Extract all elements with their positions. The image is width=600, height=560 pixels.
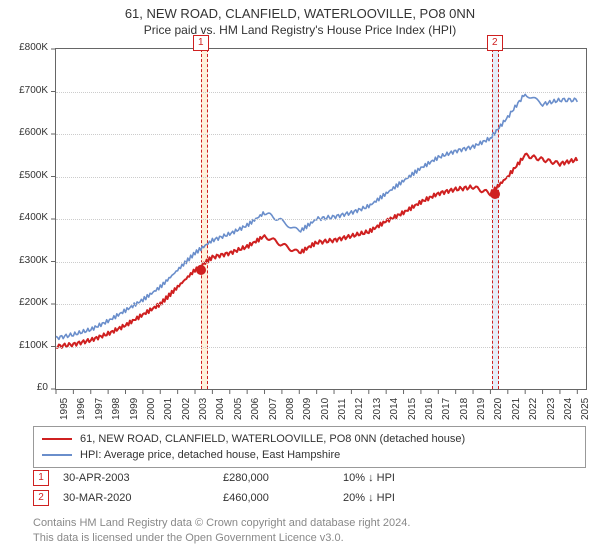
footer-line-2: This data is licensed under the Open Gov… [33,531,568,546]
x-tick-label: 2023 [546,398,557,420]
legend-row-property: 61, NEW ROAD, CLANFIELD, WATERLOOVILLE, … [42,431,577,447]
x-tick-label: 1999 [129,398,140,420]
x-tick-label: 2009 [302,398,313,420]
x-tick-label: 2006 [250,398,261,420]
event-date: 30-APR-2003 [63,472,223,484]
sale-event-row: 1 30-APR-2003£280,00010% ↓ HPI [33,468,568,488]
legend-swatch-hpi [42,454,72,456]
x-tick-label: 2013 [372,398,383,420]
root: 61, NEW ROAD, CLANFIELD, WATERLOOVILLE, … [0,0,600,560]
gridline-h [56,304,586,305]
footer: Contains HM Land Registry data © Crown c… [33,516,568,546]
x-tick-label: 1996 [76,398,87,420]
event-marker-dot [196,265,206,275]
x-tick-label: 2015 [407,398,418,420]
series-property-line [56,154,577,348]
footer-line-1: Contains HM Land Registry data © Crown c… [33,516,568,531]
legend: 61, NEW ROAD, CLANFIELD, WATERLOOVILLE, … [33,426,586,468]
event-marker-box: 1 [193,35,209,51]
x-tick-label: 2016 [424,398,435,420]
gridline-h [56,347,586,348]
x-tick-label: 1995 [59,398,70,420]
series-hpi-line [56,94,577,339]
x-tick-label: 2021 [511,398,522,420]
legend-label-hpi: HPI: Average price, detached house, East… [80,447,340,463]
event-id-box: 2 [33,490,49,506]
x-tick-label: 2008 [285,398,296,420]
x-tick-label: 2004 [215,398,226,420]
gridline-h [56,177,586,178]
x-tick-label: 2007 [268,398,279,420]
x-tick-label: 2000 [146,398,157,420]
event-delta-vs-hpi: 20% ↓ HPI [343,492,463,504]
x-tick-label: 2025 [580,398,591,420]
x-tick-label: 2003 [198,398,209,420]
x-tick-label: 2019 [476,398,487,420]
x-tick-label: 2018 [459,398,470,420]
x-tick-label: 2001 [163,398,174,420]
y-tick-label: £500K [19,170,48,181]
x-tick-label: 2020 [493,398,504,420]
legend-row-hpi: HPI: Average price, detached house, East… [42,447,577,463]
event-marker-dot [490,189,500,199]
y-tick-label: £200K [19,297,48,308]
x-tick-label: 1997 [94,398,105,420]
y-tick-label: £800K [19,42,48,53]
legend-label-property: 61, NEW ROAD, CLANFIELD, WATERLOOVILLE, … [80,431,465,447]
chart-title: 61, NEW ROAD, CLANFIELD, WATERLOOVILLE, … [0,0,600,21]
event-date: 30-MAR-2020 [63,492,223,504]
y-tick-label: £700K [19,85,48,96]
x-tick-label: 2022 [528,398,539,420]
event-delta-vs-hpi: 10% ↓ HPI [343,472,463,484]
y-tick-label: £100K [19,340,48,351]
legend-swatch-property [42,438,72,440]
y-tick-label: £400K [19,212,48,223]
y-tick-label: £0 [37,382,48,393]
x-tick-label: 2010 [320,398,331,420]
sale-event-row: 2 30-MAR-2020£460,00020% ↓ HPI [33,488,568,508]
y-tick-label: £300K [19,255,48,266]
x-tick-label: 2011 [337,398,348,420]
x-tick-label: 1998 [111,398,122,420]
gridline-h [56,219,586,220]
chart-subtitle: Price paid vs. HM Land Registry's House … [0,21,600,37]
event-price: £460,000 [223,492,343,504]
x-tick-label: 2017 [441,398,452,420]
event-marker-box: 2 [487,35,503,51]
event-price: £280,000 [223,472,343,484]
x-tick-label: 2014 [389,398,400,420]
gridline-h [56,262,586,263]
sale-events-table: 1 30-APR-2003£280,00010% ↓ HPI 2 30-MAR-202… [33,468,568,508]
event-id-box: 1 [33,470,49,486]
x-tick-label: 2024 [563,398,574,420]
gridline-h [56,134,586,135]
x-tick-label: 2012 [354,398,365,420]
y-tick-label: £600K [19,127,48,138]
gridline-h [56,92,586,93]
x-tick-label: 2005 [233,398,244,420]
x-tick-label: 2002 [181,398,192,420]
plot-area: 12 [55,48,587,390]
